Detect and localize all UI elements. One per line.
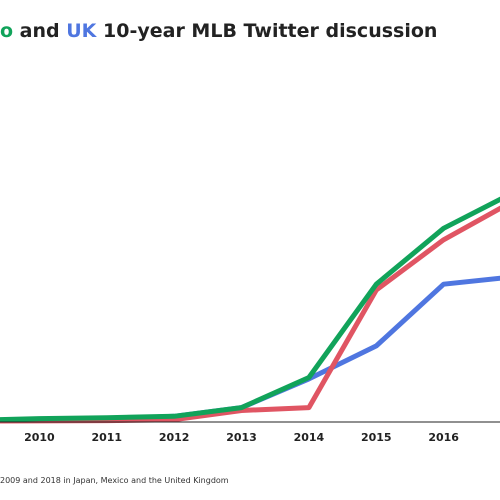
title-part-rest: 10-year MLB Twitter discussion [96, 20, 437, 42]
title-part-uk: UK [66, 20, 97, 42]
chart-title: o and UK 10-year MLB Twitter discussion [0, 20, 437, 42]
x-tick-label: 2013 [226, 431, 257, 444]
title-part-mexico: o [0, 20, 13, 42]
series-line-japan [0, 205, 500, 424]
series-line-mexico [0, 196, 500, 423]
footnote: 2009 and 2018 in Japan, Mexico and the U… [0, 476, 229, 485]
plot-lines [0, 196, 500, 424]
x-tick-label: 2014 [294, 431, 325, 444]
x-tick-label: 2016 [428, 431, 459, 444]
x-tick-label: 2010 [24, 431, 55, 444]
x-tick-label: 2012 [159, 431, 190, 444]
title-part-and: and [13, 20, 66, 42]
series-line-uk [0, 275, 500, 423]
x-tick-label: 2015 [361, 431, 392, 444]
x-tick-label: 2011 [91, 431, 122, 444]
